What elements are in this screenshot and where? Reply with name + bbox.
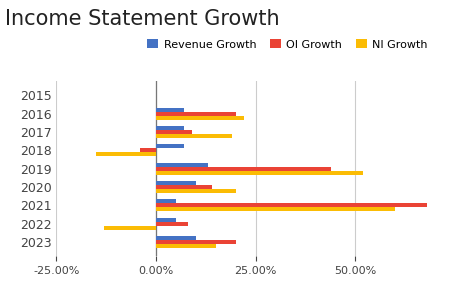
Bar bbox=[156, 189, 235, 193]
Bar bbox=[156, 112, 235, 116]
Bar bbox=[104, 226, 156, 230]
Bar bbox=[96, 152, 156, 157]
Bar bbox=[156, 167, 331, 171]
Bar bbox=[156, 108, 184, 112]
Bar bbox=[156, 244, 216, 248]
Bar bbox=[156, 181, 196, 185]
Bar bbox=[156, 185, 212, 189]
Bar bbox=[156, 116, 244, 120]
Bar bbox=[156, 144, 184, 148]
Bar bbox=[156, 163, 208, 167]
Bar bbox=[140, 148, 156, 152]
Bar bbox=[156, 203, 427, 207]
Bar bbox=[156, 218, 176, 222]
Bar bbox=[156, 199, 176, 203]
Bar bbox=[156, 171, 363, 175]
Bar bbox=[156, 130, 192, 134]
Bar bbox=[156, 126, 184, 130]
Bar bbox=[156, 207, 395, 212]
Text: Income Statement Growth: Income Statement Growth bbox=[5, 9, 280, 29]
Legend: Revenue Growth, OI Growth, NI Growth: Revenue Growth, OI Growth, NI Growth bbox=[143, 35, 432, 54]
Bar bbox=[156, 240, 235, 244]
Bar bbox=[156, 134, 232, 138]
Bar bbox=[156, 222, 188, 226]
Bar bbox=[156, 236, 196, 240]
